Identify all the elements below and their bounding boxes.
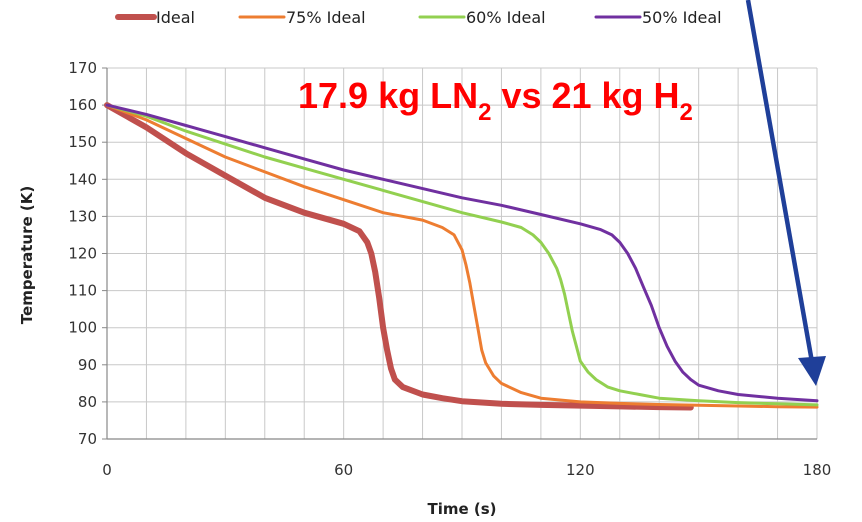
arrow-shaft	[745, 0, 815, 363]
annotation-middle: vs 21 kg H	[491, 75, 679, 116]
series-line-3	[105, 103, 819, 407]
annotation-subscript-2: 2	[680, 99, 693, 126]
arrow-annotation	[745, 0, 826, 386]
y-tick-label: 150	[68, 133, 97, 151]
series-line-1	[104, 102, 694, 411]
y-tick-label: 160	[68, 96, 97, 114]
annotation-subscript-1: 2	[478, 99, 491, 126]
x-tick-label: 60	[334, 461, 353, 479]
x-tick-label: 180	[803, 461, 832, 479]
y-tick-label: 90	[78, 356, 97, 374]
legend-label: 60% Ideal	[466, 8, 546, 27]
series-line-4	[105, 103, 819, 403]
y-tick-label: 130	[68, 207, 97, 225]
x-tick-label: 0	[102, 461, 112, 479]
y-tick-label: 100	[68, 319, 97, 337]
x-tick-label: 120	[566, 461, 595, 479]
y-tick-label: 70	[78, 430, 97, 448]
series-line-2	[105, 103, 819, 409]
y-tick-label: 110	[68, 282, 97, 300]
annotation-prefix: 17.9 kg LN	[298, 75, 478, 116]
y-axis-label: Temperature (K)	[18, 186, 36, 324]
y-tick-label: 170	[68, 59, 97, 77]
y-tick-label: 80	[78, 393, 97, 411]
legend-label: 50% Ideal	[642, 8, 722, 27]
legend: Ideal 75% Ideal 60% Ideal 50% Ideal	[115, 8, 722, 27]
annotation-text: 17.9 kg LN2 vs 21 kg H2	[298, 75, 693, 126]
legend-label: Ideal	[156, 8, 195, 27]
y-tick-label: 120	[68, 245, 97, 263]
series-lines	[104, 102, 819, 411]
y-tick-label: 140	[68, 170, 97, 188]
x-axis-label: Time (s)	[427, 500, 496, 518]
arrow-head	[798, 356, 826, 386]
axes: 70 80 90 100 110 120 130 140 150 160 170 0 60 120 180	[68, 59, 831, 479]
legend-label: 75% Ideal	[286, 8, 366, 27]
